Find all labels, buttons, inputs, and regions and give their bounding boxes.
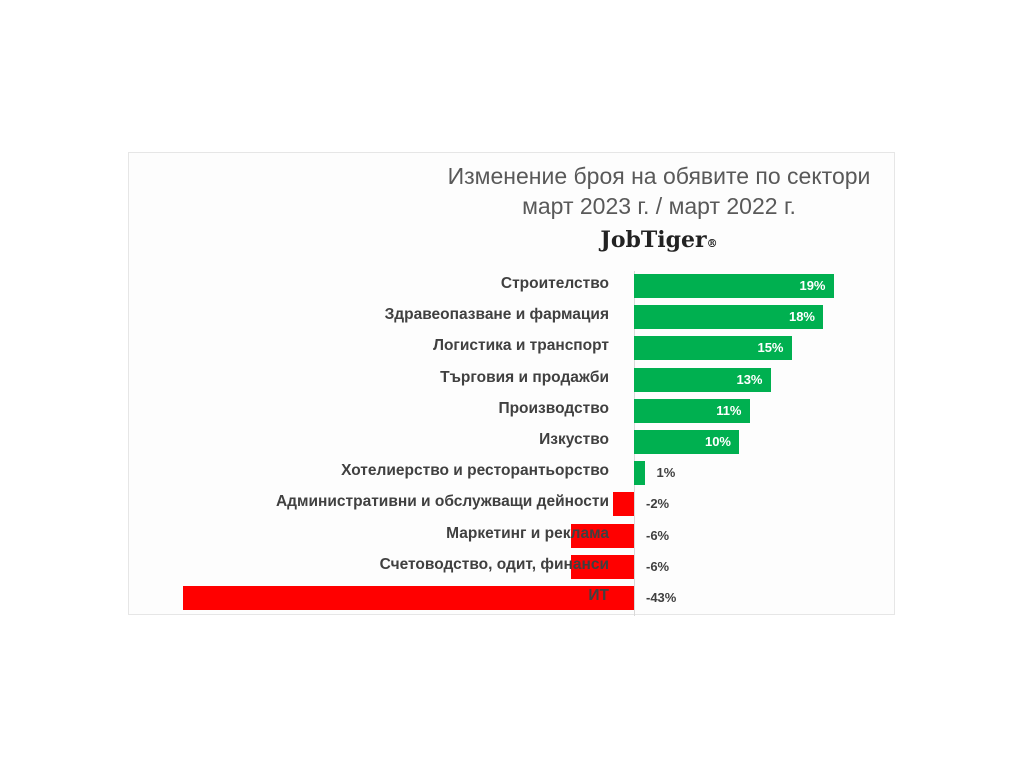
value-label: 13% <box>736 371 763 387</box>
positive-bar <box>634 305 823 330</box>
bar-row: Маркетинг и реклама -6% <box>129 521 894 552</box>
value-label: 19% <box>799 278 826 293</box>
positive-bar <box>634 336 792 361</box>
value-label: -2% <box>646 496 670 512</box>
negative-bar <box>571 523 634 548</box>
bar-row: Изкуство 10% <box>129 427 894 458</box>
category-label: Хотелиерство и ресторантьорство <box>341 462 609 480</box>
negative-bar <box>571 554 634 579</box>
bar-row: Административни и обслужващи дейности -2% <box>129 489 894 520</box>
negative-bar <box>613 492 634 517</box>
chart-title-block: Изменение броя на обявите по сектори мар… <box>429 161 889 259</box>
category-label: Производство <box>498 399 609 417</box>
chart-title: Изменение броя на обявите по сектори <box>447 163 871 189</box>
brand-logo: JobTiger® <box>429 221 889 259</box>
category-label: Логистика и транспорт <box>433 337 609 355</box>
category-label: Здравеопазване и фармация <box>384 306 609 324</box>
value-label: -43% <box>646 590 677 605</box>
registered-mark: ® <box>706 237 718 250</box>
category-label: Административни и обслужващи дейности <box>275 493 609 511</box>
positive-bar <box>634 461 645 486</box>
value-label: 11% <box>716 402 742 418</box>
bar-row: ИТ -43% <box>129 583 894 614</box>
category-label: Маркетинг и реклама <box>446 524 609 542</box>
category-label: ИТ <box>588 587 609 604</box>
bar-row: Счетоводство, одит, финанси -6% <box>129 552 894 583</box>
value-label: 18% <box>788 309 815 325</box>
value-label: -6% <box>646 558 670 574</box>
category-label: Строителство <box>500 275 609 292</box>
chart-subtitle: март 2023 г. / март 2022 г. <box>522 193 796 219</box>
bar-row: Здравеопазване и фармация 18% <box>129 302 894 333</box>
brand-name: JobTiger <box>600 227 707 253</box>
positive-bar <box>634 430 739 454</box>
chart-frame: Изменение броя на обявите по сектори мар… <box>128 152 895 616</box>
category-label: Изкуство <box>539 431 609 448</box>
bar-row: Строителство 19% <box>129 271 894 302</box>
category-label: Счетоводство, одит, финанси <box>379 555 609 573</box>
value-label: 1% <box>656 465 676 481</box>
value-label: 15% <box>757 340 784 356</box>
bar-row: Търговия и продажби 13% <box>129 365 894 396</box>
bar-row: Производство 11% <box>129 396 894 427</box>
value-label: -6% <box>646 527 670 543</box>
positive-bar <box>634 274 834 298</box>
negative-bar <box>182 586 634 610</box>
positive-bar <box>634 398 750 423</box>
category-label: Търговия и продажби <box>440 368 609 386</box>
positive-bar <box>634 367 771 392</box>
bar-row: Хотелиерство и ресторантьорство 1% <box>129 458 894 489</box>
bar-row: Логистика и транспорт 15% <box>129 333 894 364</box>
value-label: 10% <box>704 434 731 449</box>
